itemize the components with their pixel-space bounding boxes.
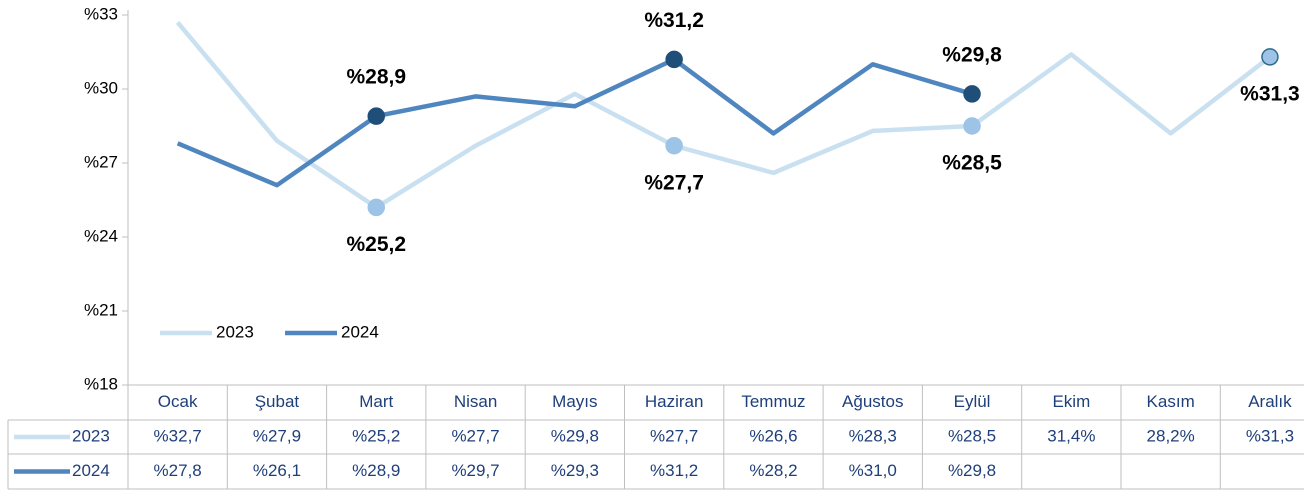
table-cell: 31,4% [1047, 426, 1095, 445]
table-cell: %28,2 [749, 461, 797, 480]
data-label: %31,2 [644, 9, 704, 32]
table-cell: %25,2 [352, 426, 400, 445]
point-marker [963, 117, 981, 135]
table-cell: %31,2 [650, 461, 698, 480]
table-cell: %29,8 [551, 426, 599, 445]
table-cell: %26,1 [253, 461, 301, 480]
category-label: Aralık [1248, 392, 1292, 411]
category-label: Ocak [158, 392, 198, 411]
table-cell: %32,7 [154, 426, 202, 445]
category-label: Nisan [454, 392, 497, 411]
series-line [176, 57, 973, 188]
point-marker [963, 85, 981, 103]
category-label: Haziran [645, 392, 704, 411]
table-cell: %27,9 [253, 426, 301, 445]
data-label: %31,3 [1240, 82, 1300, 105]
y-tick-label: %21 [84, 300, 118, 319]
category-label: Ekim [1052, 392, 1090, 411]
table-cell: %29,3 [551, 461, 599, 480]
table-cell: %31,3 [1246, 426, 1294, 445]
category-label: Mayıs [552, 392, 597, 411]
point-marker [1261, 48, 1279, 66]
category-label: Eylül [954, 392, 991, 411]
table-cell: %26,6 [749, 426, 797, 445]
y-tick-label: %30 [84, 78, 118, 97]
table-cell: %28,3 [849, 426, 897, 445]
category-label: Kasım [1147, 392, 1195, 411]
table-series-name: 2024 [72, 461, 110, 480]
legend-label: 2023 [216, 322, 254, 341]
legend-label: 2024 [341, 322, 379, 341]
table-cell: %27,7 [451, 426, 499, 445]
point-marker [367, 198, 385, 217]
table-cell: 28,2% [1147, 426, 1195, 445]
category-label: Şubat [255, 392, 300, 411]
category-label: Temmuz [741, 392, 805, 411]
category-label: Mart [359, 392, 393, 411]
table-cell: %29,7 [451, 461, 499, 480]
table-cell: %27,7 [650, 426, 698, 445]
point-marker [665, 136, 683, 155]
y-tick-label: %33 [84, 4, 118, 23]
y-tick-label: %18 [84, 374, 118, 393]
y-tick-label: %27 [84, 152, 118, 171]
table-series-name: 2023 [72, 426, 110, 445]
data-label: %28,5 [942, 152, 1002, 175]
table-cell: %28,5 [948, 426, 996, 445]
data-label: %27,7 [644, 171, 704, 194]
table-cell: %31,0 [849, 461, 897, 480]
point-marker [665, 50, 683, 69]
table-cell: %27,8 [154, 461, 202, 480]
category-label: Ağustos [842, 392, 903, 411]
data-label: %29,8 [942, 43, 1002, 66]
table-cell: %28,9 [352, 461, 400, 480]
data-label: %28,9 [346, 66, 406, 89]
series-line [175, 20, 1272, 210]
point-marker [367, 107, 385, 125]
y-tick-label: %24 [84, 226, 118, 245]
data-label: %25,2 [346, 233, 406, 256]
table-cell: %29,8 [948, 461, 996, 480]
